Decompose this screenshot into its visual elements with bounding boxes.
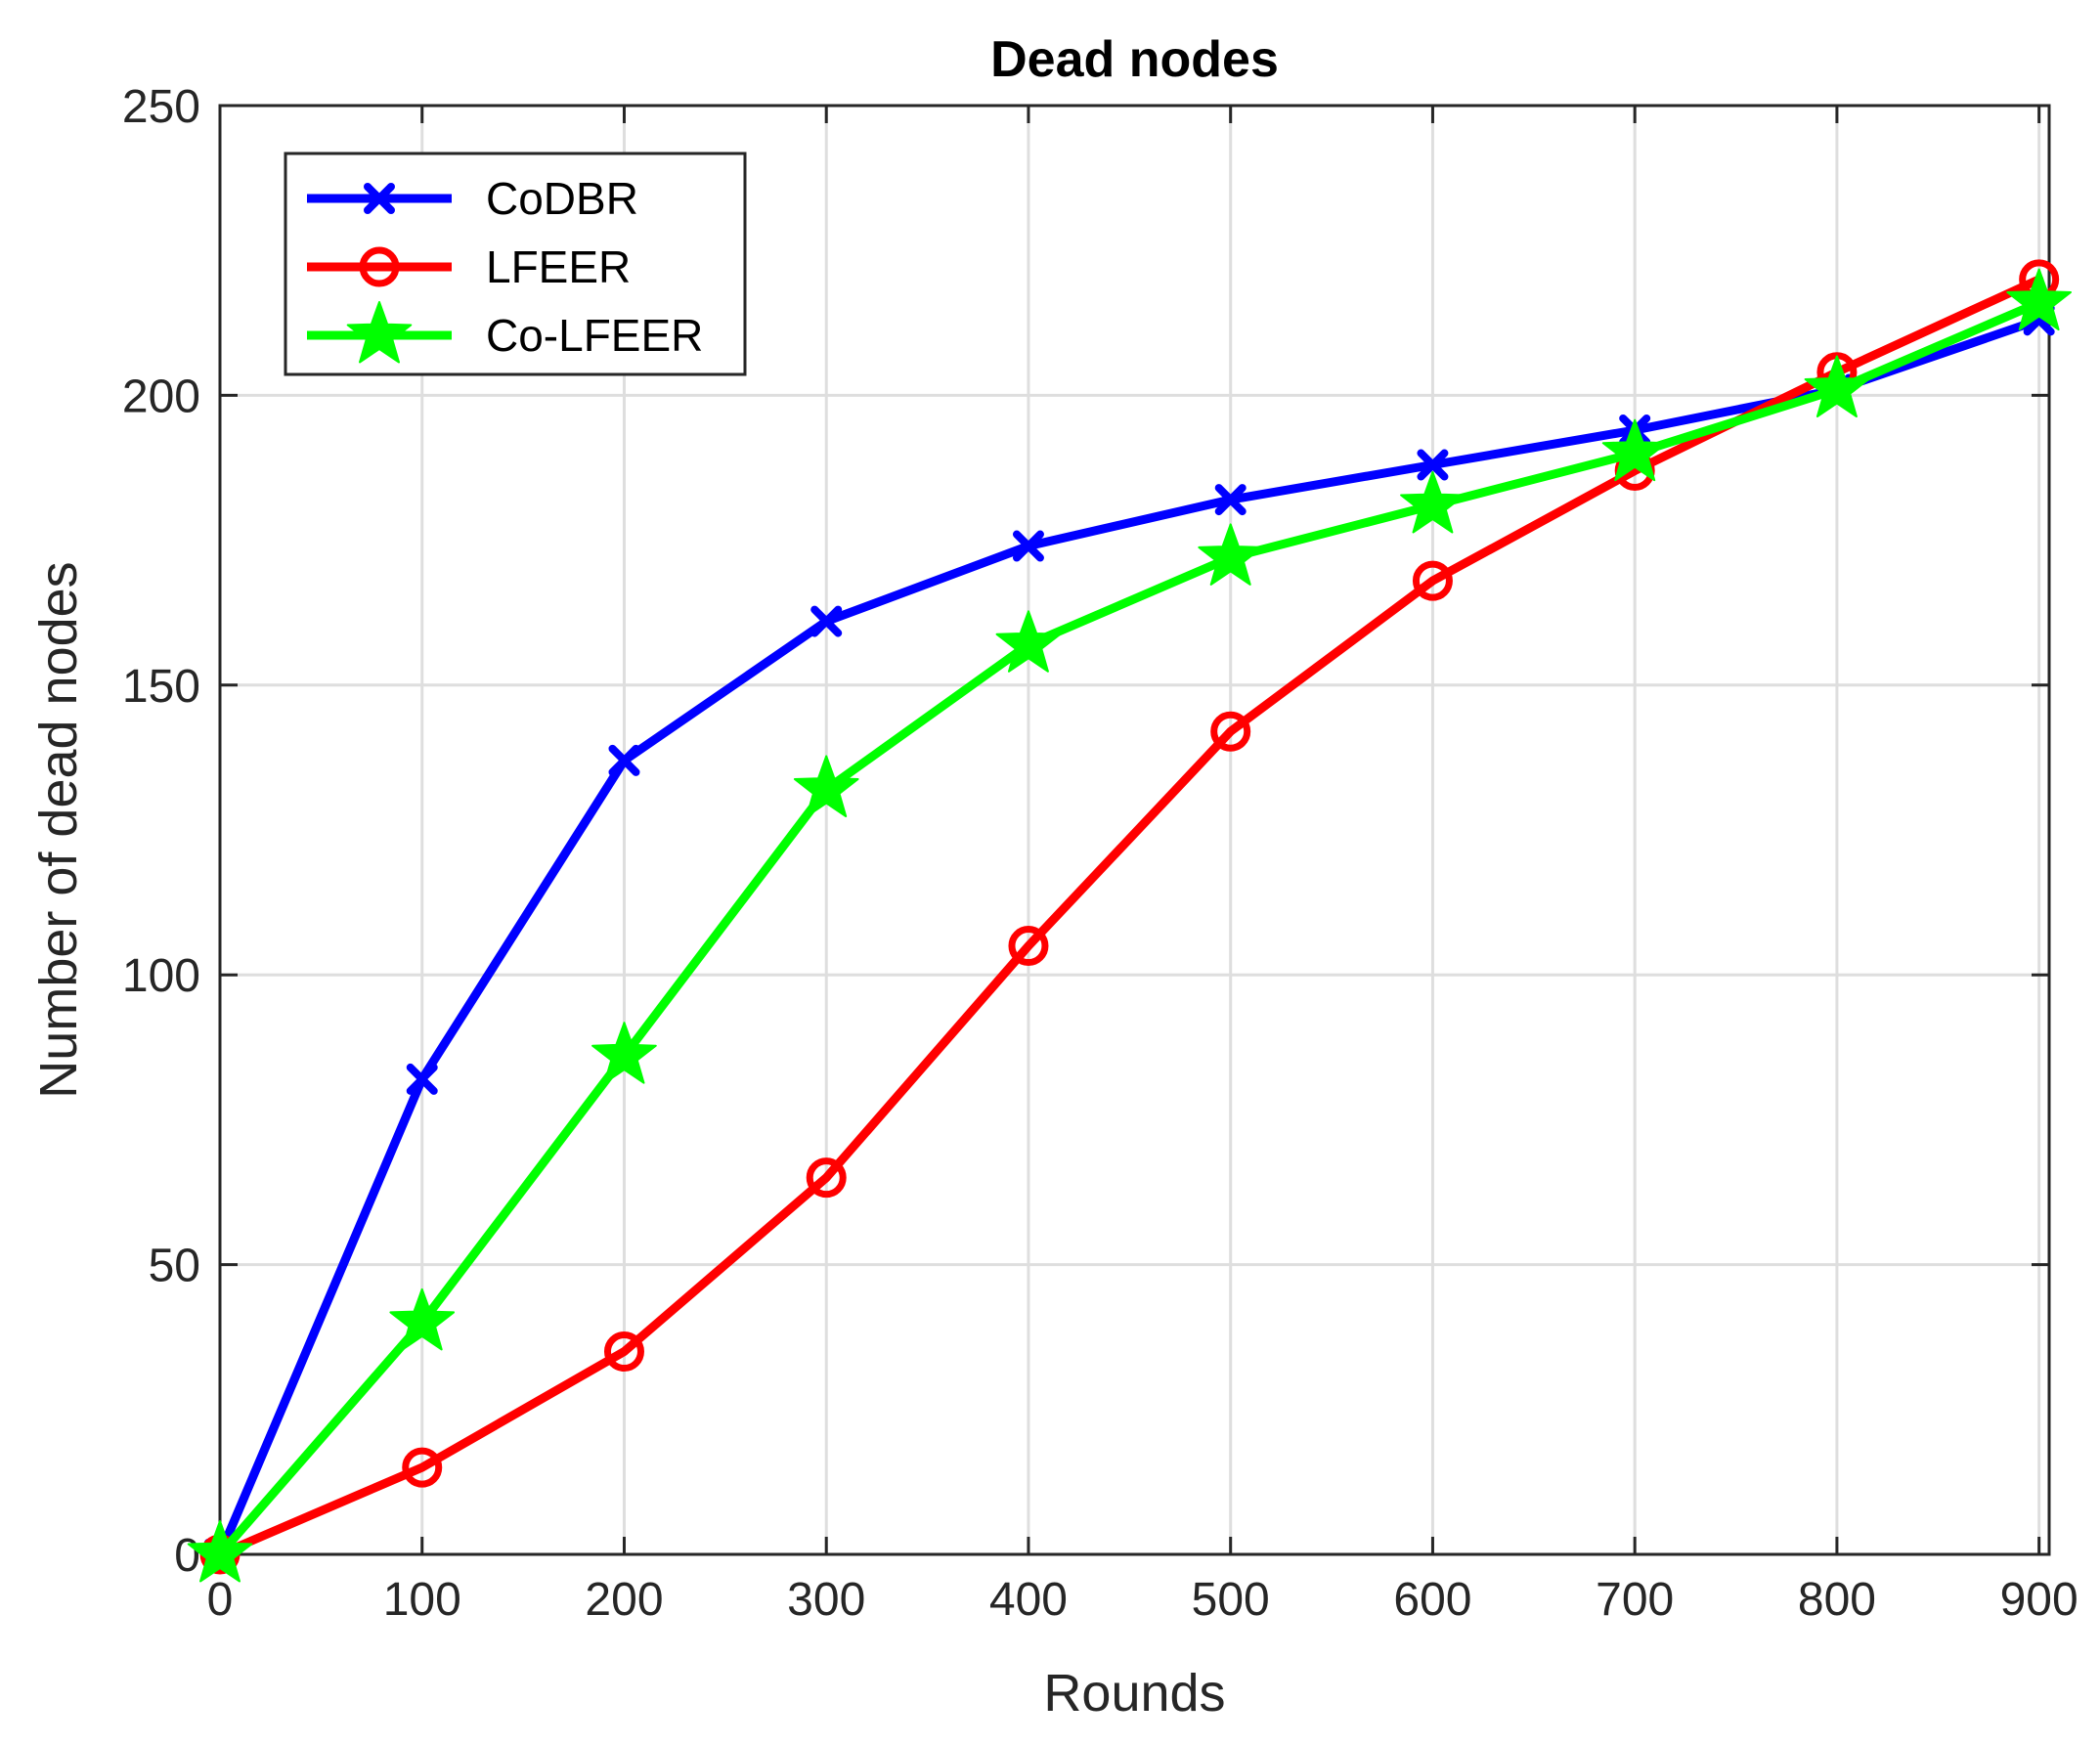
data-point (608, 744, 640, 776)
data-point (1400, 471, 1466, 534)
y-tick-label: 50 (149, 1241, 200, 1292)
data-point (810, 605, 843, 637)
chart-title: Dead nodes (990, 31, 1279, 88)
x-stroke (1012, 530, 1044, 562)
x-tick-label: 600 (1393, 1574, 1471, 1626)
legend-label: Co-LFEER (486, 310, 703, 361)
x-stroke (364, 183, 395, 214)
x-stroke (1417, 449, 1449, 481)
y-tick-label: 200 (122, 371, 200, 422)
data-point (1804, 355, 1870, 417)
series-line (215, 298, 2044, 1559)
legend-marker (364, 183, 395, 214)
x-tick-label: 800 (1798, 1574, 1876, 1626)
data-point (187, 1520, 253, 1583)
legend-marker (346, 301, 413, 364)
x-tick-label: 100 (383, 1574, 461, 1626)
data-point (1412, 560, 1453, 601)
y-tick-label: 150 (122, 661, 200, 713)
x-tick-label: 0 (207, 1574, 234, 1626)
y-tick-label: 0 (174, 1530, 200, 1582)
legend-item: Co-LFEER (307, 301, 703, 364)
data-point (402, 1447, 443, 1488)
plot-area (218, 104, 2051, 1556)
x-tick-label: 700 (1596, 1574, 1674, 1626)
x-axis-label: Rounds (1043, 1664, 1225, 1723)
series-group (187, 259, 2072, 1583)
legend-marker (359, 246, 400, 287)
axis-ticks: 0 100 200 300 400 500 600 700 800 900 0 50 100 150 200… (122, 81, 2078, 1626)
legend-label: LFEER (486, 241, 631, 292)
data-point (603, 1331, 644, 1373)
legend-label: CoDBR (486, 173, 638, 224)
legend-item: CoDBR (307, 173, 638, 224)
data-point (1214, 484, 1247, 516)
x-tick-label: 400 (989, 1574, 1068, 1626)
series-line (215, 315, 2044, 1559)
data-point (1008, 926, 1049, 967)
x-stroke (1214, 484, 1247, 516)
data-point (1601, 418, 1668, 482)
data-point (806, 1157, 847, 1199)
legend: CoDBR LFEER Co-LFEER (284, 152, 747, 376)
legend-item: LFEER (307, 241, 631, 292)
data-point (1417, 449, 1449, 481)
x-tick-label: 500 (1192, 1574, 1270, 1626)
x-tick-label: 300 (787, 1574, 865, 1626)
data-point (1198, 523, 1263, 586)
y-tick-label: 250 (122, 81, 200, 133)
data-point (995, 610, 1062, 673)
x-tick-label: 200 (585, 1574, 663, 1626)
data-point (1210, 711, 1251, 752)
data-point (591, 1022, 657, 1084)
data-point (793, 755, 859, 817)
x-stroke (608, 744, 640, 776)
data-point (389, 1287, 456, 1351)
data-point (1012, 530, 1044, 562)
data-point (406, 1063, 438, 1095)
data-point (2006, 268, 2072, 331)
x-stroke (810, 605, 843, 637)
series-co-lfeer (187, 268, 2072, 1583)
y-axis-label: Number of dead nodes (29, 561, 88, 1098)
x-tick-label: 900 (2000, 1574, 2078, 1626)
y-tick-label: 100 (122, 950, 200, 1002)
x-stroke (406, 1063, 438, 1095)
